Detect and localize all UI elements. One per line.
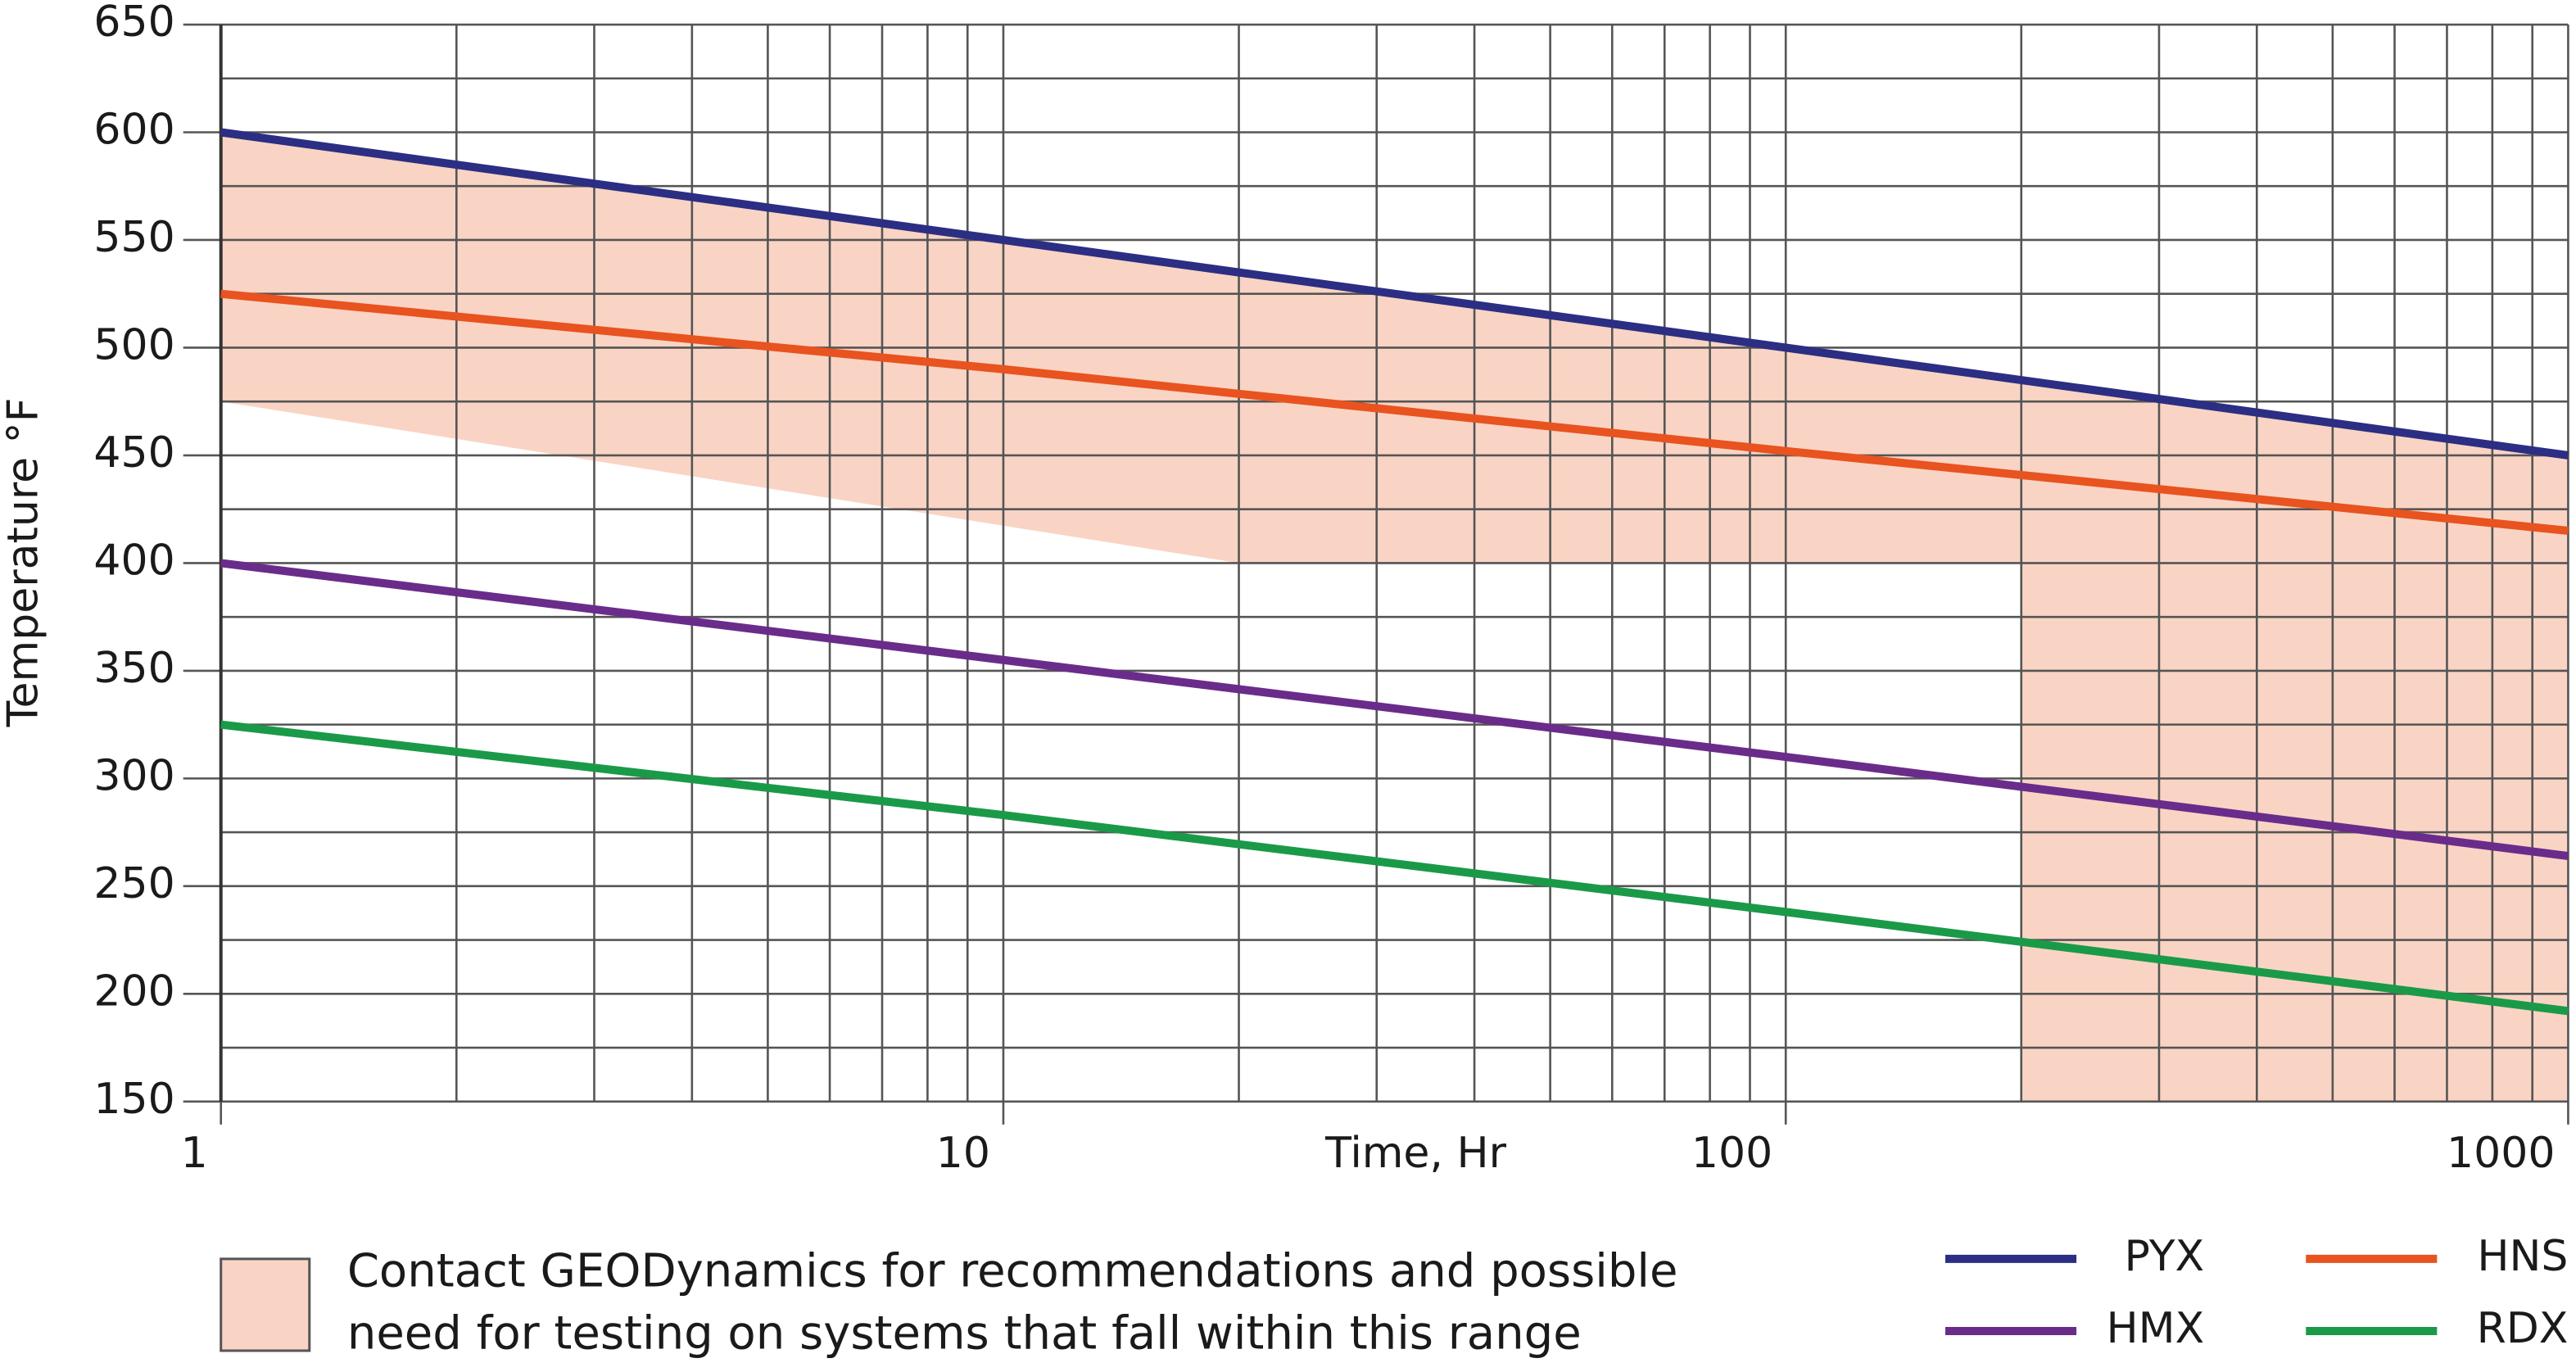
y-tick-label: 350 [93, 644, 174, 693]
y-tick-label: 300 [93, 751, 174, 800]
legend-note: need for testing on systems that fall wi… [347, 1307, 1582, 1361]
legend-label: PYX [2125, 1232, 2205, 1281]
y-tick-label: 400 [93, 536, 174, 585]
y-axis-label: Temperature °F [0, 397, 48, 727]
y-tick-label: 650 [93, 0, 174, 47]
series-line [220, 128, 2569, 460]
x-tick-label: 1 [181, 1129, 208, 1178]
y-tick-label: 600 [93, 105, 174, 154]
y-tick-label: 200 [93, 967, 174, 1016]
y-tick-label: 550 [93, 213, 174, 262]
legend-note: Contact GEODynamics for recommendations … [347, 1245, 1678, 1298]
x-axis-label: Time, Hr [1324, 1129, 1506, 1178]
y-tick-label: 500 [93, 320, 174, 369]
legend-label: HNS [2477, 1232, 2568, 1281]
y-tick-label: 450 [93, 428, 174, 478]
series-line [220, 289, 2569, 535]
legend-swatch [220, 1257, 311, 1352]
y-tick-label: 250 [93, 859, 174, 908]
x-tick-label: 1000 [2447, 1129, 2555, 1178]
x-tick-label: 10 [936, 1129, 990, 1178]
series-line [220, 559, 2569, 860]
y-tick-label: 150 [93, 1075, 174, 1124]
legend-label: RDX [2477, 1304, 2569, 1353]
legend-label: HMX [2107, 1304, 2205, 1353]
series-line [220, 720, 2569, 1016]
x-tick-label: 100 [1691, 1129, 1772, 1178]
